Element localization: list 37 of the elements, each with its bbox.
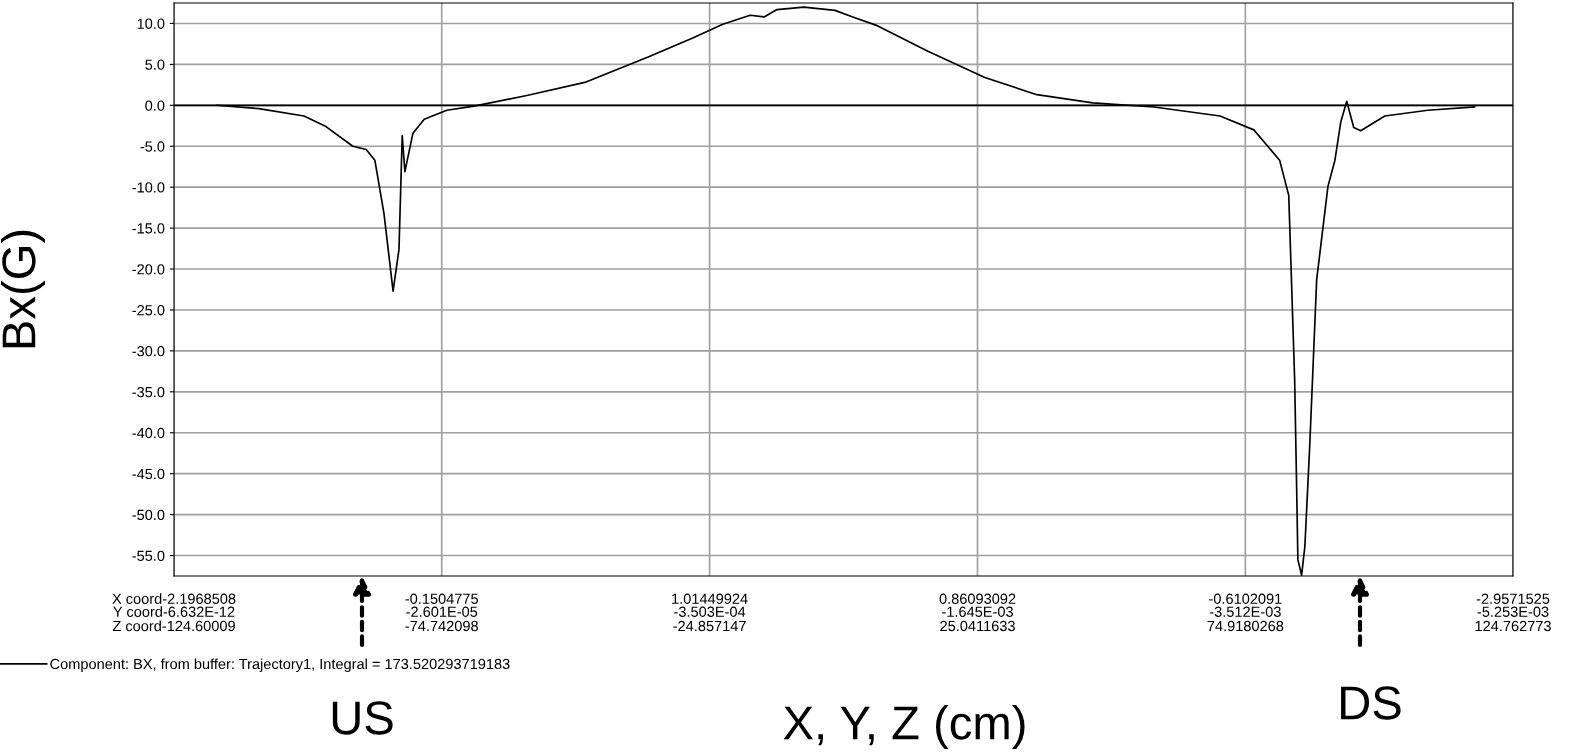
y-tick-label: -40.0 <box>132 427 165 439</box>
text: -2.9571525 <box>1476 593 1550 604</box>
x-tick-label: 124.762773 <box>1475 620 1551 632</box>
x-tick-label: -24.857147 <box>673 620 746 632</box>
text: -3.512E-03 <box>1209 606 1281 617</box>
y-tick-label: -20.0 <box>132 264 165 275</box>
text: DS <box>1341 686 1401 720</box>
text: Y coord-6.632E-12 <box>113 606 235 617</box>
y-tick-label: -15.0 <box>132 223 165 234</box>
legend-label: Component: BX, from buffer: Trajectory1, Integral = 173.520293719183 <box>50 658 510 672</box>
y-tick-label: -35.0 <box>132 386 165 398</box>
x-tick-label: Z coord-124.60009 <box>112 620 235 632</box>
y-tick-label: -55.0 <box>132 550 165 561</box>
y-tick-label: -25.0 <box>132 305 165 316</box>
y-tick-label: -45.0 <box>132 468 165 480</box>
y-tick-label: 0.0 <box>145 100 165 111</box>
x-tick-label: -74.742098 <box>405 620 478 632</box>
text: 0.86093092 <box>939 593 1016 604</box>
y-tick-label: 10.0 <box>137 18 165 29</box>
x-axis-title: X, Y, Z (cm) <box>783 705 1025 749</box>
text: -0.1504775 <box>405 593 479 604</box>
y-tick-label: 5.0 <box>145 59 165 70</box>
text: US <box>332 701 393 735</box>
text: X coord-2.1968508 <box>112 593 236 604</box>
y-tick-label: -30.0 <box>132 345 165 357</box>
text: -0.6102091 <box>1209 593 1282 604</box>
y-tick-label: -5.0 <box>140 141 165 152</box>
y-axis-title: Bx(G) <box>0 230 45 348</box>
y-tick-label: -50.0 <box>132 509 165 521</box>
x-tick-label: 74.9180268 <box>1207 620 1284 632</box>
text: -5.253E-03 <box>1477 606 1549 617</box>
text: -3.503E-04 <box>674 606 746 617</box>
y-tick-label: -10.0 <box>132 182 165 193</box>
x-tick-label: 25.0411633 <box>940 620 1015 632</box>
text: -2.601E-05 <box>406 606 478 617</box>
text: -1.645E-03 <box>942 606 1013 617</box>
text: 1.01449924 <box>672 593 748 604</box>
